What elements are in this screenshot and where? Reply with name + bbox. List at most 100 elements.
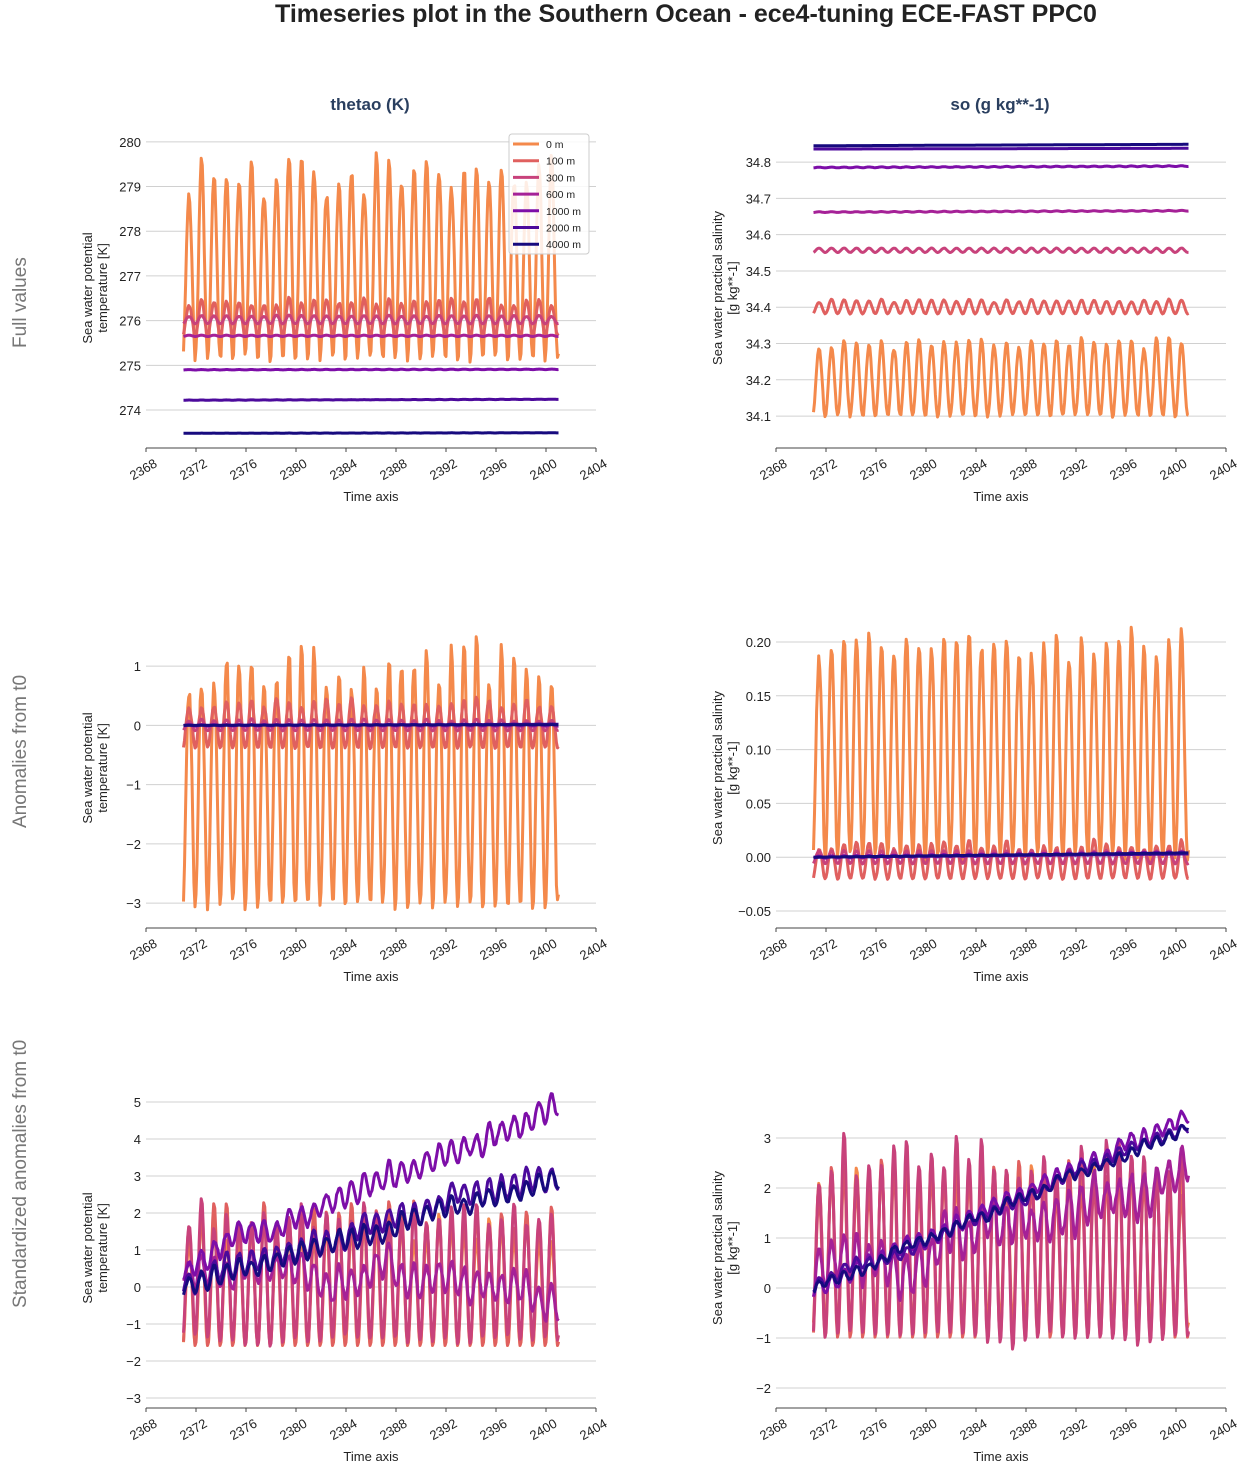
series-line-300m: [812, 246, 1189, 254]
series-line-300m: [182, 717, 559, 733]
x-tick-label: 2376: [227, 936, 260, 963]
series-line-2000m: [813, 146, 1189, 151]
legend-label: 1000 m: [546, 206, 581, 218]
x-tick-label: 2400: [1157, 456, 1190, 483]
x-tick-label: 2376: [857, 456, 890, 483]
series-line-600m: [813, 208, 1189, 214]
x-tick-label: 2388: [1007, 936, 1040, 963]
y-axis-label: Sea water practical salinity[g kg**-1]: [710, 1171, 740, 1325]
x-tick-label: 2400: [1157, 1416, 1190, 1443]
series-line-0m: [812, 336, 1189, 419]
x-tick-label: 2400: [527, 936, 560, 963]
series-line-100m: [182, 695, 560, 751]
y-tick-label: −2: [126, 837, 141, 852]
x-tick-label: 2404: [577, 456, 610, 483]
x-tick-label: 2384: [957, 456, 990, 483]
y-tick-label: −1: [756, 1331, 771, 1346]
series-line-4000m: [812, 1124, 1190, 1294]
series-line-2000m: [183, 397, 559, 402]
x-tick-label: 2392: [427, 456, 460, 483]
x-tick-label: 2392: [1057, 936, 1090, 963]
y-tick-label: 4: [134, 1132, 141, 1147]
x-tick-label: 2396: [477, 936, 510, 963]
x-tick-label: 2388: [377, 456, 410, 483]
x-tick-label: 2388: [1007, 1416, 1040, 1443]
y-tick-label: 2: [134, 1206, 141, 1221]
x-tick-label: 2380: [277, 936, 310, 963]
series-line-100m: [812, 837, 1189, 881]
legend-label: 2000 m: [546, 223, 581, 235]
y-tick-label: 34.8: [746, 155, 771, 170]
x-tick-label: 2384: [327, 936, 360, 963]
x-tick-label: 2388: [1007, 456, 1040, 483]
series-line-600m: [183, 333, 559, 338]
x-tick-label: 2388: [377, 1416, 410, 1443]
x-tick-label: 2372: [177, 1416, 210, 1443]
y-tick-label: 275: [119, 358, 141, 373]
y-tick-label: 1: [764, 1231, 771, 1246]
y-tick-label: −3: [126, 896, 141, 911]
legend-label: 0 m: [546, 139, 564, 151]
series-line-4000m: [183, 431, 559, 435]
series-line-0m: [812, 625, 1190, 863]
series-line-300m: [812, 1131, 1190, 1351]
y-axis-label: Sea water potentialtemperature [K]: [80, 1192, 110, 1303]
y-tick-label: 34.3: [746, 337, 771, 352]
legend-label: 300 m: [546, 172, 575, 184]
x-tick-label: 2400: [1157, 936, 1190, 963]
legend-label: 4000 m: [546, 239, 581, 251]
x-tick-label: 2384: [327, 1416, 360, 1443]
series-line-0m: [182, 635, 560, 912]
subplot-thetao-standardized: −3 −2 −1 0 1 2 3 4 5 2368 2372 2376 2380 2384 2388 2392…: [80, 1092, 610, 1462]
x-tick-label: 2380: [907, 456, 940, 483]
y-tick-label: 3: [764, 1131, 771, 1146]
x-tick-label: 2388: [377, 936, 410, 963]
y-tick-label: −3: [126, 1391, 141, 1406]
series-line-0m: [182, 151, 560, 364]
y-tick-label: 279: [119, 180, 141, 195]
series-line-100m: [812, 297, 1190, 316]
x-tick-label: 2372: [807, 1416, 840, 1443]
x-tick-label: 2392: [427, 936, 460, 963]
y-tick-label: 34.2: [746, 373, 771, 388]
series-line-300m: [182, 1197, 560, 1348]
x-tick-label: 2392: [427, 1416, 460, 1443]
y-tick-label: 0: [764, 1281, 771, 1296]
legend-box: [508, 133, 590, 255]
figure-title: Timeseries plot in the Southern Ocean - …: [275, 0, 1097, 28]
x-tick-label: 2404: [1207, 1416, 1240, 1443]
column-title-so: so (g kg**-1): [950, 95, 1050, 114]
series-line-4000m: [182, 1170, 560, 1296]
y-tick-label: 34.5: [746, 264, 771, 279]
x-tick-label: 2384: [957, 1416, 990, 1443]
x-tick-label: 2368: [127, 456, 160, 483]
y-tick-label: 0.10: [746, 743, 771, 758]
x-tick-label: 2376: [857, 1416, 890, 1443]
subplot-so-full: 34.1 34.2 34.3 34.4 34.5 34.6 34.7 34.8 2368 2372…: [710, 142, 1240, 504]
y-tick-label: 0: [134, 718, 141, 733]
x-tick-label: 2384: [327, 456, 360, 483]
legend: 0 m 100 m 300 m 600 m 1000 m 2000 m 4000 m: [508, 133, 590, 255]
legend-label: 600 m: [546, 189, 575, 201]
y-tick-label: 34.1: [746, 409, 771, 424]
y-tick-label: 0.15: [746, 689, 771, 704]
y-tick-label: 0.20: [746, 635, 771, 650]
x-tick-label: 2404: [1207, 456, 1240, 483]
x-axis-label: Time axis: [343, 1449, 399, 1462]
x-tick-label: 2380: [277, 456, 310, 483]
y-tick-label: 0.05: [746, 796, 771, 811]
x-tick-label: 2392: [1057, 1416, 1090, 1443]
x-tick-label: 2368: [757, 936, 790, 963]
series-line-300m: [812, 849, 1190, 866]
y-tick-label: 276: [119, 314, 141, 329]
x-tick-label: 2380: [277, 1416, 310, 1443]
x-tick-label: 2384: [957, 936, 990, 963]
x-tick-label: 2368: [757, 456, 790, 483]
x-tick-label: 2372: [177, 936, 210, 963]
series-line-1000m: [182, 1092, 560, 1281]
series-line-4000m: [183, 723, 559, 727]
series-line-1000m: [813, 164, 1189, 170]
y-tick-label: −0.05: [738, 904, 771, 919]
x-tick-label: 2396: [477, 456, 510, 483]
x-tick-label: 2376: [227, 1416, 260, 1443]
